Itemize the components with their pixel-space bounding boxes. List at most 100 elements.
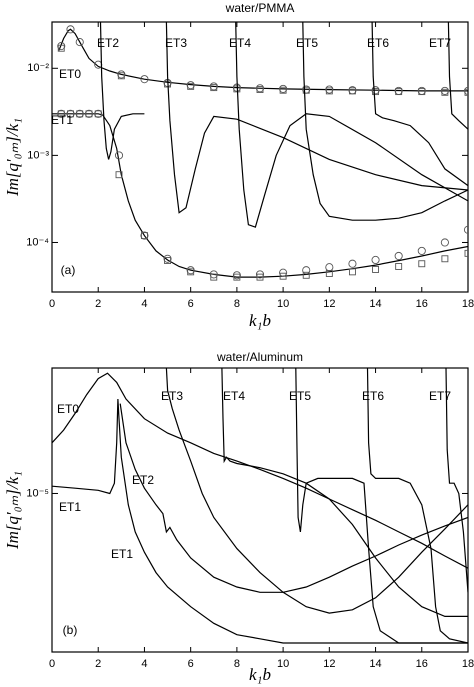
circle-marker <box>348 259 357 268</box>
curve <box>119 403 468 593</box>
curve-label: ET2 <box>132 473 154 487</box>
circle-marker <box>140 231 149 240</box>
circle-marker <box>66 109 75 118</box>
circle-marker <box>463 225 468 234</box>
square-marker <box>57 110 65 118</box>
square-marker <box>210 84 218 92</box>
x-axis-label: k₁b <box>249 311 271 330</box>
circle-marker <box>209 270 218 279</box>
square-marker <box>441 88 449 96</box>
square-marker <box>85 110 93 118</box>
square-marker <box>140 232 148 240</box>
curve-label: ET0 <box>59 67 81 81</box>
square-marker <box>418 88 426 96</box>
circle-marker <box>325 263 334 272</box>
x-tick-label: 10 <box>277 658 289 670</box>
circle-marker <box>417 246 426 255</box>
circle-marker <box>325 85 334 94</box>
x-tick-label: 12 <box>323 658 335 670</box>
circle-marker <box>140 75 149 84</box>
curve <box>447 22 468 130</box>
circle-marker <box>255 270 265 279</box>
curve-label: ET3 <box>161 389 183 403</box>
square-marker <box>256 273 264 281</box>
square-marker <box>348 268 356 276</box>
circle-marker <box>94 109 103 118</box>
circle-marker <box>371 86 380 95</box>
x-tick-label: 6 <box>188 658 194 670</box>
curve <box>235 22 468 228</box>
square-marker <box>76 110 84 118</box>
curve-label: ET7 <box>429 36 451 50</box>
circle-marker <box>463 86 468 95</box>
square-marker <box>372 88 380 96</box>
curve-label: ET1 <box>59 500 81 514</box>
plot-frame <box>51 21 469 293</box>
x-tick-label: 8 <box>234 658 240 670</box>
curve-label: ET1 <box>51 113 73 127</box>
circle-marker <box>371 255 380 265</box>
circle-marker <box>209 82 218 91</box>
x-tick-label: 12 <box>323 298 335 310</box>
curve <box>52 113 468 278</box>
circle-marker <box>163 254 172 263</box>
x-tick-label: 14 <box>369 298 381 310</box>
x-tick-label: 0 <box>49 298 55 310</box>
square-marker <box>302 271 310 279</box>
y-tick-label: 10⁻⁵ <box>26 487 49 499</box>
x-tick-label: 6 <box>188 298 194 310</box>
x-tick-label: 4 <box>141 298 147 310</box>
square-marker <box>441 255 449 263</box>
circle-marker <box>186 81 195 90</box>
circle-marker <box>302 266 311 275</box>
circle-marker <box>186 266 195 275</box>
y-axis-label: Im[q′₀ₘ]/k₁ <box>3 471 22 550</box>
y-tick-label: 10⁻² <box>27 62 49 74</box>
x-tick-label: 4 <box>141 658 147 670</box>
square-marker <box>325 87 333 95</box>
curve-label: ET5 <box>289 389 311 403</box>
plot-area <box>52 368 468 644</box>
square-marker <box>325 270 333 277</box>
square-marker <box>348 87 356 95</box>
curve <box>165 22 468 214</box>
curve-label: ET2 <box>97 36 119 50</box>
x-tick-label: 10 <box>277 298 289 310</box>
square-marker <box>464 88 468 96</box>
circle-marker <box>57 42 66 51</box>
square-marker <box>67 110 74 118</box>
square-marker <box>395 88 403 96</box>
circle-marker <box>117 70 126 79</box>
x-axis-label: k₁b <box>249 665 271 684</box>
x-tick-label: 16 <box>416 658 428 670</box>
curve-label: ET6 <box>362 389 384 403</box>
curve-label: ET6 <box>367 36 389 50</box>
square-marker <box>57 44 65 52</box>
circle-marker <box>114 151 124 160</box>
circle-marker <box>279 84 288 93</box>
curve <box>366 368 468 644</box>
square-marker <box>256 86 264 94</box>
circle-marker <box>232 271 241 280</box>
panel-label: (b) <box>63 623 78 637</box>
square-marker <box>115 171 123 179</box>
square-marker <box>302 86 310 94</box>
curve-label: ET4 <box>229 36 251 50</box>
curve-label: ET0 <box>57 402 79 416</box>
curve-label: ET3 <box>165 36 187 50</box>
circle-marker <box>440 238 449 247</box>
square-marker <box>279 86 287 94</box>
square-marker <box>418 260 426 268</box>
curve-label: ET4 <box>223 389 245 403</box>
x-tick-label: 8 <box>234 298 240 310</box>
x-tick-label: 2 <box>95 658 101 670</box>
x-tick-label: 16 <box>416 298 428 310</box>
curve-label: ET5 <box>296 36 318 50</box>
y-axis-label: Im[q′₀ₘ]/k₁ <box>3 118 22 197</box>
square-marker <box>464 249 468 257</box>
circle-marker <box>66 25 75 34</box>
curve <box>221 368 468 617</box>
x-tick-label: 0 <box>49 658 55 670</box>
